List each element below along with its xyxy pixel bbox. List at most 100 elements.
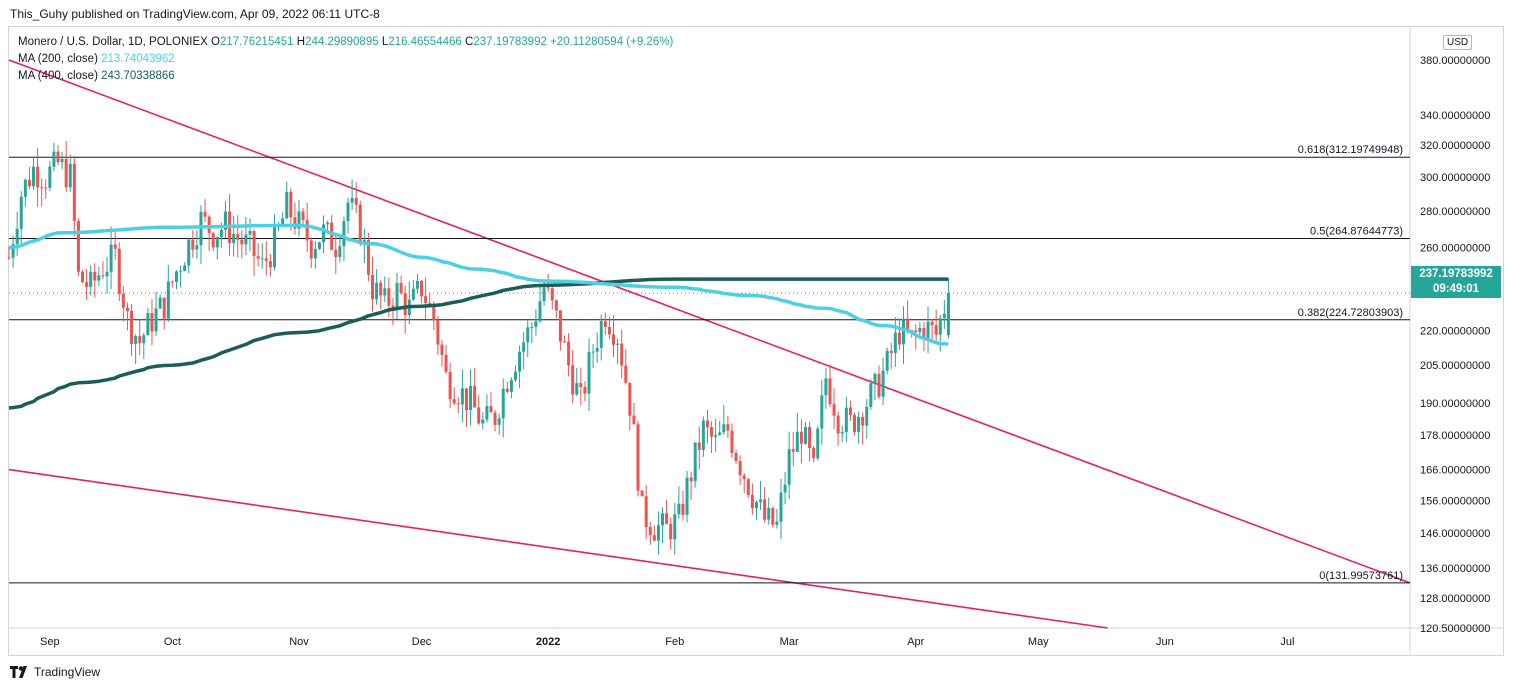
close-label: C bbox=[465, 36, 474, 48]
candle-body bbox=[27, 179, 31, 187]
candle-body bbox=[550, 288, 554, 301]
last-price-label: 237.19783992 09:49:01 bbox=[1411, 266, 1501, 298]
candle-body bbox=[440, 344, 444, 355]
candle-body bbox=[861, 416, 865, 426]
candle-body bbox=[640, 490, 644, 497]
candle-body bbox=[334, 249, 338, 257]
candle-body bbox=[616, 343, 620, 345]
candle-body bbox=[289, 191, 293, 218]
candle-body bbox=[902, 318, 906, 345]
currency-badge[interactable]: USD bbox=[1443, 35, 1473, 50]
candle-body bbox=[15, 228, 19, 245]
candle-body bbox=[64, 158, 68, 188]
candle-body bbox=[322, 224, 326, 243]
candle-body bbox=[603, 321, 607, 327]
ma400-label[interactable]: MA (400, close) bbox=[18, 70, 98, 82]
time-tick-label: Mar bbox=[780, 636, 799, 648]
candle-body bbox=[215, 237, 219, 248]
candle-body bbox=[558, 310, 562, 342]
symbol-name[interactable]: Monero / U.S. Dollar, 1D, POLONIEX bbox=[18, 36, 208, 48]
candle-body bbox=[579, 383, 583, 387]
candle-body bbox=[938, 318, 942, 335]
candle-body bbox=[742, 475, 746, 480]
candle-body bbox=[648, 527, 652, 536]
candle-body bbox=[489, 406, 493, 413]
candle-body bbox=[701, 420, 705, 450]
candle-body bbox=[534, 321, 538, 328]
candle-body bbox=[530, 327, 534, 329]
candle-body bbox=[546, 287, 550, 289]
candle-body bbox=[154, 308, 158, 332]
candle-body bbox=[632, 415, 636, 425]
candle-body bbox=[791, 449, 795, 452]
ma200-label[interactable]: MA (200, close) bbox=[18, 53, 98, 65]
tradingview-logo[interactable]: TradingView bbox=[10, 665, 100, 679]
price-axis: 380.00000000 340.00000000 320.00000000 300.… bbox=[1420, 55, 1490, 635]
open-label: O bbox=[211, 36, 220, 48]
open-value: 217.76215451 bbox=[219, 36, 294, 48]
candle-body bbox=[125, 307, 129, 312]
candle-body bbox=[710, 427, 714, 437]
candle-body bbox=[44, 187, 48, 189]
candle-body bbox=[436, 320, 440, 345]
candle-body bbox=[301, 211, 305, 221]
candle-body bbox=[718, 432, 722, 435]
time-tick-label: Oct bbox=[164, 636, 181, 648]
candle-body bbox=[179, 271, 183, 273]
candle-body bbox=[571, 365, 575, 395]
candle-body bbox=[865, 406, 869, 426]
candle-body bbox=[505, 388, 509, 392]
fib-level-label: 0.382(224.72803903) bbox=[1298, 307, 1403, 319]
price-tick-label: 340.00000000 bbox=[1420, 110, 1490, 122]
candle-body bbox=[620, 343, 624, 366]
candle-body bbox=[415, 280, 419, 289]
candle-body bbox=[350, 197, 354, 203]
candle-body bbox=[820, 395, 824, 429]
candle-body bbox=[313, 248, 317, 259]
candle-body bbox=[150, 313, 154, 332]
candle-body bbox=[799, 431, 803, 444]
candle-body bbox=[391, 305, 395, 309]
candle-body bbox=[669, 523, 673, 540]
candle-body bbox=[444, 354, 448, 372]
price-tick-label: 260.00000000 bbox=[1420, 243, 1490, 255]
candle-body bbox=[52, 151, 56, 167]
candle-body bbox=[881, 370, 885, 397]
fib-level-label: 0.618(312.19749948) bbox=[1298, 144, 1403, 156]
grid-layer bbox=[9, 27, 1503, 656]
candle-body bbox=[420, 280, 424, 297]
candle-body bbox=[853, 415, 857, 432]
candle-body bbox=[889, 350, 893, 353]
candle-body bbox=[309, 240, 313, 259]
candle-body bbox=[375, 282, 379, 300]
candle-body bbox=[942, 313, 946, 319]
time-tick-label: Nov bbox=[289, 636, 309, 648]
candle-body bbox=[746, 479, 750, 495]
candle-body bbox=[113, 244, 117, 249]
candle-body bbox=[387, 288, 391, 306]
candle-body bbox=[873, 373, 877, 384]
price-tick-label: 156.00000000 bbox=[1420, 495, 1490, 507]
candle-body bbox=[366, 239, 370, 275]
candle-body bbox=[428, 303, 432, 305]
candle-body bbox=[477, 407, 481, 424]
candle-body bbox=[697, 442, 701, 450]
ma400-line bbox=[8, 277, 949, 410]
candle-body bbox=[771, 507, 775, 525]
candle-body bbox=[840, 432, 844, 434]
candle-body bbox=[656, 525, 660, 541]
candle-body bbox=[36, 166, 40, 188]
candle-body bbox=[481, 419, 485, 424]
trendline-lower bbox=[8, 468, 1108, 629]
candle-body bbox=[705, 420, 709, 428]
low-label: L bbox=[381, 36, 389, 48]
candle-body bbox=[432, 304, 436, 321]
candle-body bbox=[281, 218, 285, 226]
candle-body bbox=[297, 211, 301, 229]
candle-body bbox=[869, 383, 873, 407]
candle-body bbox=[513, 371, 517, 381]
candle-body bbox=[844, 407, 848, 433]
chart-frame bbox=[8, 26, 1504, 656]
candle-body bbox=[661, 513, 665, 526]
